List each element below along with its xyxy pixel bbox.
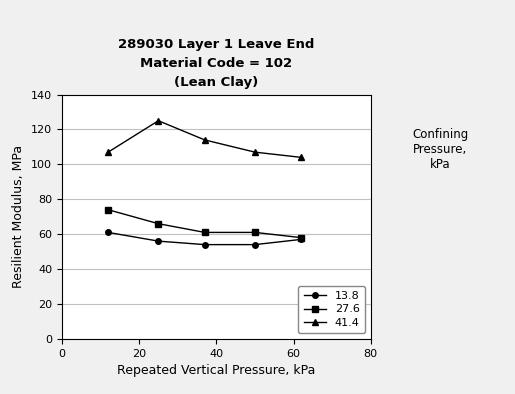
13.8 bbox=[298, 237, 304, 242]
27.6 bbox=[202, 230, 208, 235]
X-axis label: Repeated Vertical Pressure, kPa: Repeated Vertical Pressure, kPa bbox=[117, 364, 316, 377]
Line: 13.8: 13.8 bbox=[106, 230, 304, 247]
Title: 289030 Layer 1 Leave End
Material Code = 102
(Lean Clay): 289030 Layer 1 Leave End Material Code =… bbox=[118, 38, 315, 89]
Line: 27.6: 27.6 bbox=[106, 207, 304, 240]
27.6 bbox=[105, 207, 111, 212]
27.6 bbox=[156, 221, 162, 226]
13.8 bbox=[105, 230, 111, 235]
27.6 bbox=[252, 230, 258, 235]
Legend: 13.8, 27.6, 41.4: 13.8, 27.6, 41.4 bbox=[298, 286, 365, 333]
27.6 bbox=[298, 235, 304, 240]
41.4 bbox=[156, 118, 162, 123]
13.8 bbox=[202, 242, 208, 247]
Text: Confining
Pressure,
kPa: Confining Pressure, kPa bbox=[412, 128, 469, 171]
41.4 bbox=[202, 138, 208, 142]
Y-axis label: Resilient Modulus, MPa: Resilient Modulus, MPa bbox=[12, 145, 25, 288]
13.8 bbox=[252, 242, 258, 247]
41.4 bbox=[252, 150, 258, 154]
Line: 41.4: 41.4 bbox=[106, 118, 304, 160]
13.8 bbox=[156, 239, 162, 243]
41.4 bbox=[298, 155, 304, 160]
41.4 bbox=[105, 150, 111, 154]
